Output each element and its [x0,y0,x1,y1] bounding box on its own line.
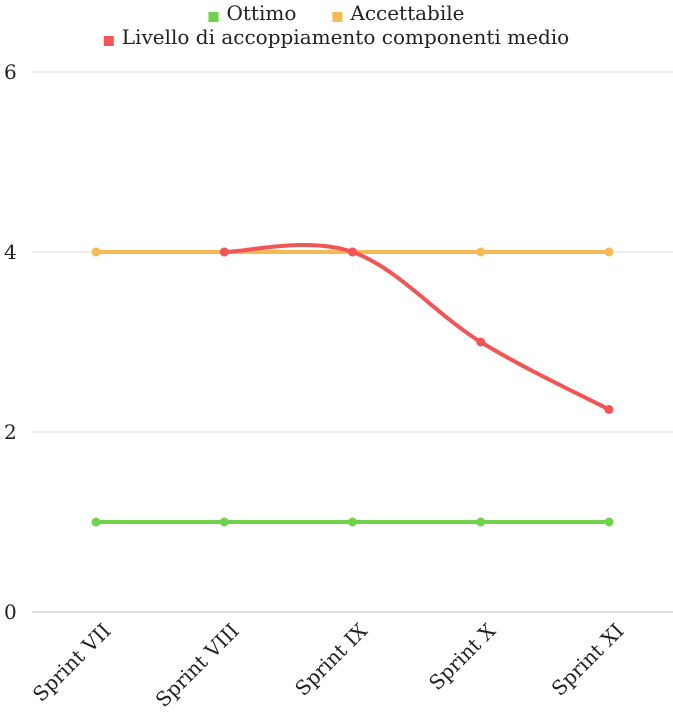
data-point-accettabile-sprint-xi [604,247,614,257]
data-point-ottimo-sprint-vii [91,517,101,527]
y-axis-tick-labels: 0 2 4 6 [4,60,17,624]
data-point-livello-di-accoppiamento-componenti-medio-sprint-x [476,337,486,347]
y-tick-label: 2 [4,420,17,444]
data-point-accettabile-sprint-vii [91,247,101,257]
series-line-livello-di-accoppiamento-componenti-medio [222,243,611,412]
series-lines [91,243,614,527]
legend-item-livello-di-accoppiamento-componenti-medio[interactable]: Livello di accoppiamento componenti medi… [103,25,569,49]
series-livello-di-accoppiamento-componenti-medio [219,243,614,414]
legend-label: Ottimo [227,1,297,25]
y-tick-label: 6 [4,60,17,84]
data-point-accettabile-sprint-x [476,247,486,257]
data-point-livello-di-accoppiamento-componenti-medio-sprint-ix [348,247,357,257]
legend-swatch [208,12,219,22]
legend-item-ottimo[interactable]: Ottimo [208,1,297,25]
y-tick-label: 4 [4,240,17,264]
legend-item-accettabile[interactable]: Accettabile [332,1,465,25]
series-ottimo [91,517,614,527]
x-tick-label: Sprint VIII [151,619,244,712]
grid-lines [32,71,673,613]
x-tick-label: Sprint XI [547,619,629,701]
legend-swatch [332,12,343,22]
data-point-ottimo-sprint-xi [604,517,614,527]
y-tick-label: 0 [4,600,17,624]
data-point-ottimo-sprint-viii [219,517,229,527]
data-point-ottimo-sprint-x [476,517,486,527]
x-tick-label: Sprint VII [28,619,116,707]
legend-label: Accettabile [349,1,464,25]
legend-swatch [103,36,114,46]
data-point-ottimo-sprint-ix [348,517,357,527]
data-point-livello-di-accoppiamento-componenti-medio-sprint-viii [219,247,229,257]
x-tick-label: Sprint IX [290,618,372,700]
x-tick-label: Sprint X [424,618,501,695]
legend-label: Livello di accoppiamento componenti medi… [122,25,569,49]
data-point-livello-di-accoppiamento-componenti-medio-sprint-xi [604,405,614,414]
x-axis-tick-labels: Sprint VII Sprint VIII Sprint IX Sprint X Sp… [28,618,629,712]
